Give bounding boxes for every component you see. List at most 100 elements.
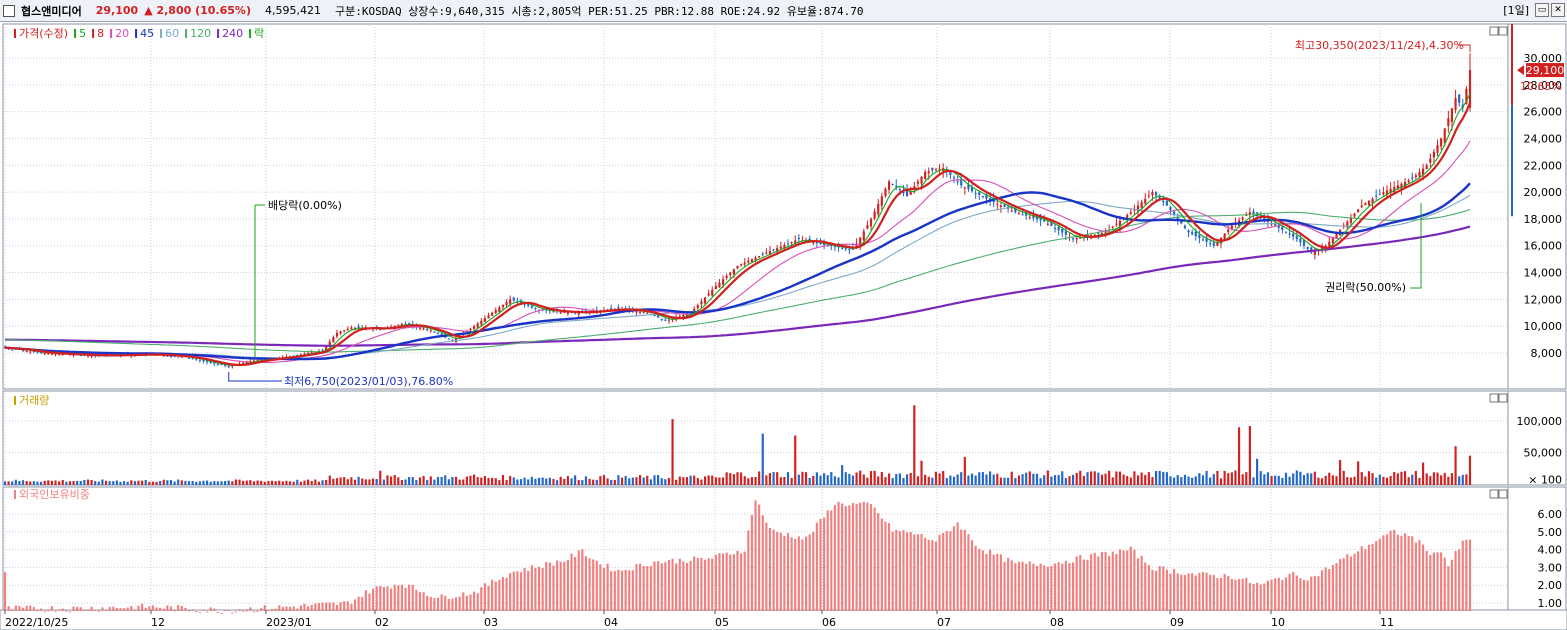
candle-body: [90, 355, 93, 357]
foreign-bar: [837, 501, 840, 611]
candle-body: [1274, 222, 1277, 226]
candle-body: [491, 312, 494, 316]
foreign-bar: [1342, 558, 1345, 611]
foreign-bar: [653, 561, 656, 611]
rights-marker: [1410, 203, 1422, 289]
volume-bar: [664, 479, 667, 485]
foreign-bar: [833, 505, 837, 611]
candle-body: [173, 356, 176, 358]
volume-bar: [1436, 472, 1439, 485]
period-selector[interactable]: [1일]: [1503, 4, 1529, 17]
foreign-bar: [191, 609, 194, 611]
volume-bar: [512, 477, 515, 485]
foreign-bar: [1295, 575, 1298, 611]
restore-icon[interactable]: ▭: [1535, 3, 1549, 17]
volume-bar: [1252, 477, 1255, 485]
candle-body: [1180, 220, 1183, 224]
candle-body: [40, 352, 43, 354]
volume-bar: [1111, 477, 1114, 485]
legend-marker: [74, 29, 77, 38]
foreign-bar: [454, 597, 458, 611]
volume-bar: [1007, 477, 1010, 485]
foreign-bar: [552, 565, 555, 611]
candle-body: [1053, 227, 1057, 229]
volume-bar: [750, 477, 754, 485]
legend-item-6: 120: [190, 27, 211, 40]
foreign-bar: [826, 510, 829, 611]
volume-bar: [1317, 477, 1320, 485]
candle-body: [1198, 235, 1201, 239]
candle-body: [1057, 227, 1060, 231]
volume-bar: [1216, 470, 1219, 485]
foreign-bar: [635, 564, 638, 611]
volume-bar: [574, 475, 577, 485]
volume-bar: [29, 481, 32, 485]
volume-bar: [1382, 476, 1385, 485]
foreign-bar: [288, 606, 292, 611]
legend-marker: [249, 29, 252, 38]
volume-bar: [1050, 476, 1053, 485]
candle-body: [296, 354, 299, 356]
volume-bar: [36, 481, 39, 485]
volume-bar: [332, 478, 335, 485]
candle-body: [866, 225, 869, 229]
foreign-bar: [29, 605, 32, 611]
candle-body: [25, 350, 28, 352]
volume-bar: [1126, 476, 1129, 485]
candle-body: [801, 239, 804, 241]
foreign-bar: [1313, 576, 1316, 611]
volume-bar: [1320, 478, 1324, 485]
foreign-bar: [195, 611, 198, 613]
volume-bar: [1061, 471, 1064, 485]
volume-bar: [1299, 471, 1302, 485]
volume-bar: [242, 480, 245, 485]
candle-body: [1201, 239, 1205, 241]
foreign-bar: [1104, 551, 1107, 611]
volume-bar: [1025, 472, 1028, 485]
select-checkbox[interactable]: [3, 4, 15, 17]
foreign-bar: [812, 531, 815, 611]
volume-bar: [1028, 471, 1031, 485]
candle-body: [1071, 238, 1075, 240]
foreign-bar: [649, 566, 652, 611]
foreign-bar: [1151, 569, 1154, 611]
stock-chart[interactable]: 가격(수정) 5 8 20 45 60 120 240 락 30,000 28,000 26,000 2…: [0, 22, 1567, 630]
foreign-bar: [274, 608, 277, 611]
volume-bar: [1274, 475, 1277, 485]
candle-body: [841, 247, 844, 249]
foreign-bar: [1086, 559, 1089, 611]
candle-body: [949, 170, 952, 175]
volume-bar: [227, 480, 230, 485]
foreign-bar: [501, 577, 505, 611]
candle-body: [617, 307, 620, 309]
volume-bar: [1396, 473, 1399, 485]
foreign-bar: [444, 595, 447, 611]
foreign-bar: [869, 504, 873, 611]
candle-body: [43, 353, 46, 355]
volume-bar: [949, 475, 952, 485]
foreign-bar: [40, 608, 43, 611]
candle-body: [664, 319, 667, 321]
candle-body: [1400, 183, 1403, 189]
volume-bar: [43, 480, 46, 485]
candle-body: [736, 265, 739, 269]
candle-body: [1306, 246, 1309, 250]
volume-bar: [177, 479, 180, 485]
volume-bar: [1339, 460, 1342, 485]
candle-body: [1367, 201, 1371, 206]
foreign-bar: [664, 562, 667, 611]
close-icon[interactable]: ✕: [1551, 3, 1565, 17]
x-tick-label: 06: [822, 616, 836, 629]
candle-body: [902, 191, 905, 194]
volume-bar: [779, 477, 782, 485]
foreign-bar: [173, 610, 176, 612]
volume-bar: [1263, 474, 1266, 485]
foreign-bar: [184, 607, 187, 611]
candle-body: [1028, 216, 1031, 218]
foreign-bar: [97, 610, 100, 612]
foreign-bar: [642, 566, 645, 611]
foreign-bar: [447, 598, 450, 611]
foreign-bar: [830, 510, 833, 611]
candle-body: [1209, 242, 1212, 244]
candle-body: [772, 249, 775, 251]
